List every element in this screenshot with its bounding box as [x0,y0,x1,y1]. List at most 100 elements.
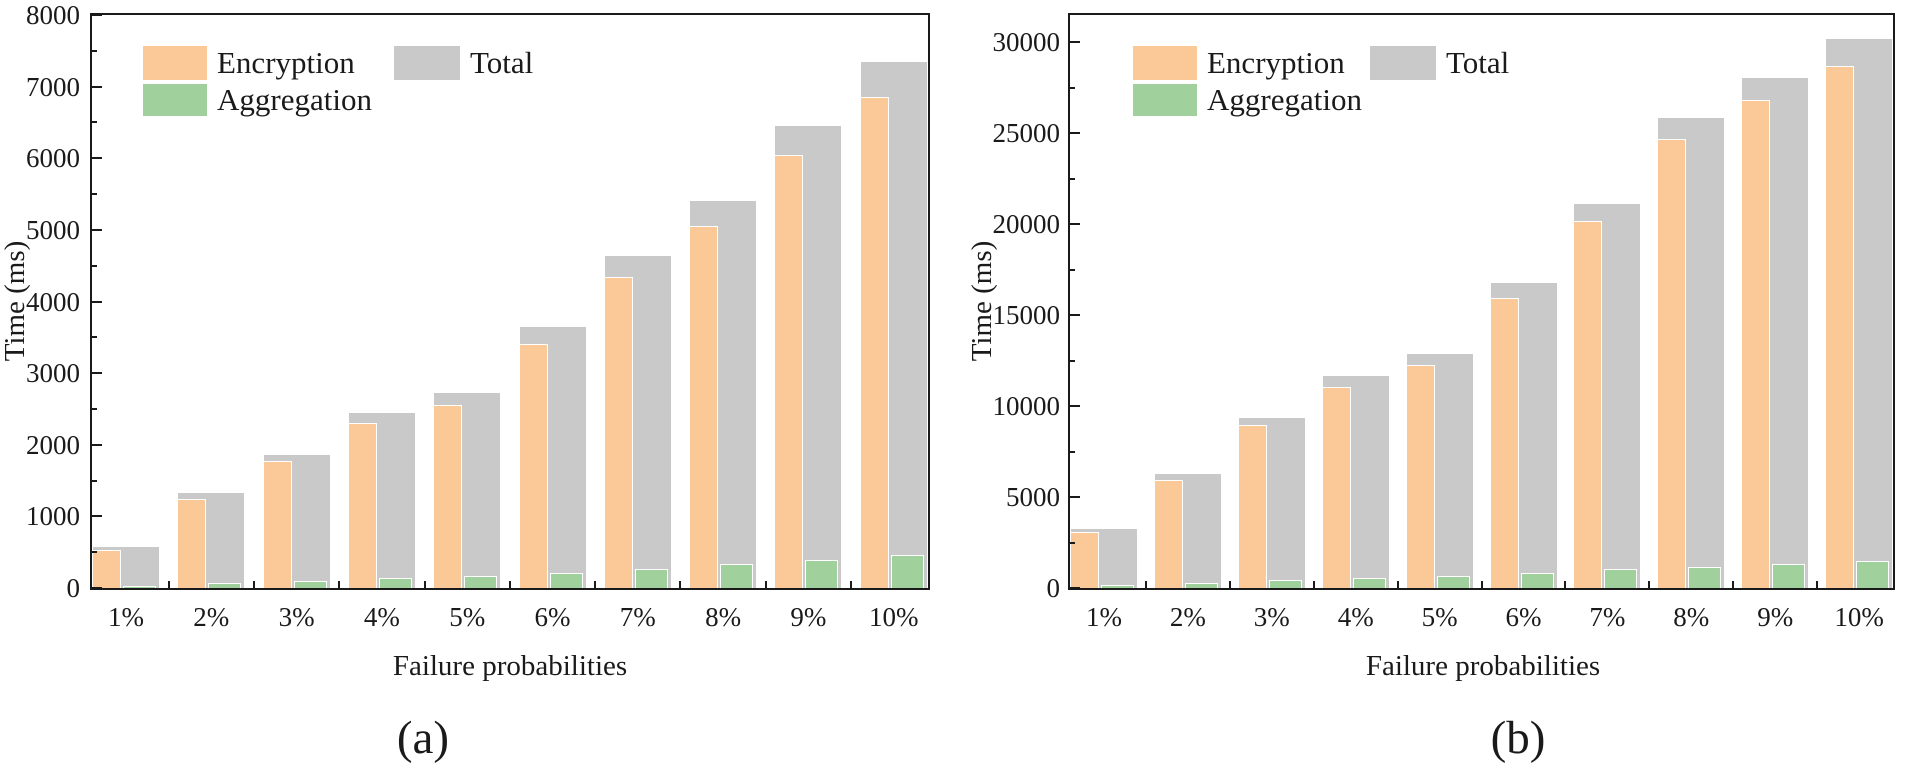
y-minor-tick [1070,359,1075,362]
legend-swatch-aggregation [143,84,207,116]
y-major-tick [92,443,102,446]
bar-encryption [92,550,121,588]
x-axis-title-b: Failure probabilities [1365,650,1601,682]
legend-label-aggregation: Aggregation [1207,82,1362,117]
x-category-label: 2% [193,602,230,632]
bar-aggregation [293,580,327,588]
y-major-tick [92,515,102,518]
y-major-tick [1070,496,1080,499]
y-minor-tick [1070,268,1075,271]
bar-aggregation [805,560,839,588]
bar-aggregation [1604,569,1638,588]
x-category-label: 9% [1757,602,1794,632]
x-category-label: 4% [1337,602,1374,632]
bar-aggregation [549,572,583,588]
x-tick [850,581,853,588]
x-category-label: 6% [534,602,571,632]
y-tick-label: 2000 [26,429,80,460]
bar-aggregation [1352,577,1386,588]
bar-encryption [177,499,207,588]
legend-swatch-total [394,46,460,80]
bar-encryption [1657,138,1687,588]
x-tick [1732,581,1735,588]
x-tick [338,581,341,588]
y-minor-tick [1070,541,1075,544]
bar-aggregation [464,575,498,588]
bar-encryption [1237,425,1267,588]
x-axis-title-a: Failure probabilities [392,650,628,682]
bar-aggregation [1772,563,1806,588]
y-major-tick [1070,223,1080,226]
y-minor-tick [92,264,97,267]
y-major-tick [1070,587,1080,589]
x-tick [1312,581,1315,588]
bar-aggregation [123,585,156,588]
x-category-label: 8% [1673,602,1710,632]
x-category-label: 7% [619,602,656,632]
bar-encryption [1153,479,1183,588]
legend-swatch-total [1370,46,1436,80]
x-tick [1396,581,1399,588]
bar-encryption [1489,297,1519,588]
legend-label-aggregation: Aggregation [217,82,372,117]
y-tick-label: 4000 [26,286,80,317]
bar-aggregation [634,569,668,588]
x-tick [508,581,511,588]
legend-label-encryption: Encryption [1207,45,1345,80]
bar-aggregation [1520,572,1554,588]
y-minor-tick [92,551,97,554]
x-tick [423,581,426,588]
x-tick [1648,581,1651,588]
x-tick [679,581,682,588]
x-tick [1564,581,1567,588]
bar-encryption [1321,386,1351,588]
x-tick [594,581,597,588]
bar-encryption [859,97,889,588]
y-major-tick [1070,41,1080,44]
x-category-label: 7% [1589,602,1626,632]
y-minor-tick [1070,86,1075,89]
y-tick-label: 8000 [26,0,80,30]
x-category-label: 5% [449,602,486,632]
x-tick [764,581,767,588]
bar-aggregation [720,563,754,588]
legend-a: Encryption Aggregation Total [143,46,683,122]
x-category-label: 8% [705,602,742,632]
y-tick-label: 20000 [992,209,1061,240]
bar-encryption [518,344,548,588]
x-category-label: 3% [278,602,315,632]
bar-aggregation [1184,582,1218,588]
y-tick-label: 10000 [992,391,1061,422]
y-minor-tick [1070,450,1075,453]
y-major-tick [1070,314,1080,317]
x-category-label: 6% [1505,602,1542,632]
x-tick [1480,581,1483,588]
legend-label-encryption: Encryption [217,45,355,80]
x-category-label: 1% [1086,602,1122,632]
x-tick [1228,581,1231,588]
bar-aggregation [890,555,924,588]
y-major-tick [1070,132,1080,135]
bar-encryption [347,423,377,588]
legend-swatch-encryption [1133,46,1197,80]
x-category-label: 4% [363,602,400,632]
y-tick-label: 5000 [1006,482,1060,513]
y-major-tick [92,300,102,303]
y-minor-tick [92,193,97,196]
y-tick-label: 25000 [992,118,1061,149]
bar-aggregation [378,577,412,588]
y-minor-tick [92,479,97,482]
y-major-tick [1070,405,1080,408]
bar-encryption [603,277,633,588]
bar-encryption [1573,221,1603,588]
legend-label-total: Total [1446,45,1510,80]
bar-aggregation [1268,579,1302,588]
x-category-label: 9% [790,602,827,632]
y-tick-label: 15000 [992,300,1061,331]
bar-encryption [1070,531,1099,588]
x-tick [167,581,170,588]
x-category-label: 10% [1834,602,1884,632]
legend-b: Encryption Aggregation Total [1133,46,1673,122]
y-major-tick [92,85,102,88]
